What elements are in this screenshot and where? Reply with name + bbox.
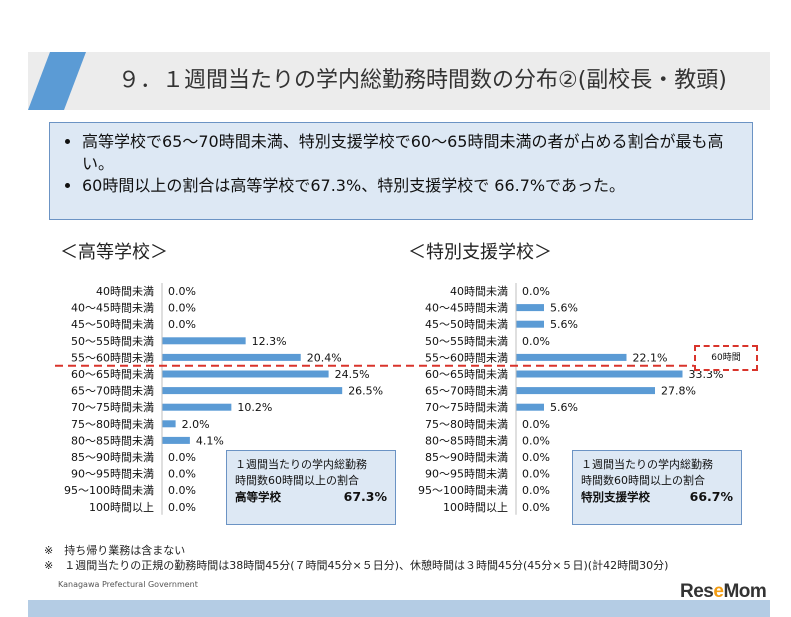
logo-part-2: e bbox=[713, 581, 724, 602]
note-1: ※ 持ち帰り業務は含まない bbox=[44, 544, 186, 557]
page-title: ９．１週間当たりの学内総勤務時間数の分布②(副校長・教頭) bbox=[118, 68, 727, 93]
bar bbox=[162, 353, 301, 361]
value-label: 0.0% bbox=[168, 302, 196, 315]
value-label: 0.0% bbox=[168, 285, 196, 298]
category-label: 45～50時間未満 bbox=[425, 318, 508, 331]
category-label: 70～75時間未満 bbox=[71, 401, 154, 414]
category-label: 80～85時間未満 bbox=[71, 434, 154, 447]
annotation-line1: １週間当たりの学内総勤務 bbox=[235, 458, 367, 471]
summary-bullet-1: 高等学校で65～70時間未満、特別支援学校で60～65時間未満の者が占める割合が… bbox=[82, 131, 740, 175]
category-label: 95～100時間未満 bbox=[64, 484, 154, 497]
value-label: 33.3% bbox=[689, 368, 724, 381]
chart-title-special-support: ＜特別支援学校＞ bbox=[408, 242, 552, 263]
title-accent-stripe bbox=[28, 52, 86, 110]
bar bbox=[162, 337, 246, 345]
value-label: 22.1% bbox=[633, 351, 668, 364]
value-label: 0.0% bbox=[522, 501, 550, 514]
resemom-logo: ReseMom bbox=[680, 581, 767, 603]
bar bbox=[516, 370, 683, 378]
logo-part-1: Res bbox=[680, 581, 714, 602]
value-label: 10.2% bbox=[237, 401, 272, 414]
category-label: 55～60時間未満 bbox=[71, 351, 154, 364]
value-label: 0.0% bbox=[168, 451, 196, 464]
bar bbox=[162, 370, 329, 378]
category-label: 80～85時間未満 bbox=[425, 434, 508, 447]
bar bbox=[162, 387, 343, 395]
annotation-value: 66.7% bbox=[689, 489, 733, 504]
annotation-school: 特別支援学校 bbox=[581, 490, 650, 504]
value-label: 5.6% bbox=[550, 318, 578, 331]
bar bbox=[516, 320, 544, 328]
summary-box-special-support: １週間当たりの学内総勤務 時間数60時間以上の割合 特別支援学校 66.7% bbox=[572, 450, 742, 525]
summary-bullet-2: 60時間以上の割合は高等学校で67.3%、特別支援学校で 66.7%であった。 bbox=[82, 175, 740, 197]
category-label: 55～60時間未満 bbox=[425, 351, 508, 364]
organization-name: Kanagawa Prefectural Government bbox=[58, 580, 198, 589]
value-label: 0.0% bbox=[168, 501, 196, 514]
value-label: 0.0% bbox=[168, 468, 196, 481]
annotation-school: 高等学校 bbox=[235, 490, 281, 504]
value-label: 0.0% bbox=[522, 418, 550, 431]
value-label: 0.0% bbox=[522, 335, 550, 348]
summary-box-high-school: １週間当たりの学内総勤務 時間数60時間以上の割合 高等学校 67.3% bbox=[226, 450, 396, 525]
bar bbox=[516, 304, 544, 312]
value-label: 0.0% bbox=[522, 468, 550, 481]
category-label: 65～70時間未満 bbox=[425, 385, 508, 398]
annotation-value: 67.3% bbox=[343, 489, 387, 504]
title-band bbox=[28, 52, 770, 110]
value-label: 24.5% bbox=[335, 368, 370, 381]
value-label: 0.0% bbox=[522, 285, 550, 298]
threshold-label: 60時間 bbox=[694, 345, 758, 371]
value-label: 0.0% bbox=[168, 484, 196, 497]
chart-title-high-school: ＜高等学校＞ bbox=[60, 242, 168, 263]
category-label: 40～45時間未満 bbox=[425, 302, 508, 315]
value-label: 0.0% bbox=[168, 318, 196, 331]
note-2: ※ １週間当たりの正規の勤務時間は38時間45分(７時間45分×５日分)、休憩時… bbox=[44, 559, 669, 572]
category-label: 100時間以上 bbox=[89, 501, 154, 514]
value-label: 5.6% bbox=[550, 302, 578, 315]
value-label: 26.5% bbox=[348, 385, 383, 398]
annotation-line1: １週間当たりの学内総勤務 bbox=[581, 458, 713, 471]
category-label: 100時間以上 bbox=[443, 501, 508, 514]
category-label: 40時間未満 bbox=[96, 285, 154, 298]
annotation-line2: 時間数60時間以上の割合 bbox=[235, 474, 359, 487]
category-label: 70～75時間未満 bbox=[425, 401, 508, 414]
category-label: 45～50時間未満 bbox=[71, 318, 154, 331]
category-label: 50～55時間未満 bbox=[71, 335, 154, 348]
value-label: 0.0% bbox=[522, 434, 550, 447]
category-label: 85～90時間未満 bbox=[71, 451, 154, 464]
value-label: 0.0% bbox=[522, 451, 550, 464]
value-label: 0.0% bbox=[522, 484, 550, 497]
category-label: 50～55時間未満 bbox=[425, 335, 508, 348]
bar bbox=[162, 403, 232, 411]
value-label: 27.8% bbox=[661, 385, 696, 398]
footer-band bbox=[28, 600, 770, 617]
annotation-line2: 時間数60時間以上の割合 bbox=[581, 474, 705, 487]
value-label: 12.3% bbox=[252, 335, 287, 348]
bar bbox=[516, 403, 544, 411]
category-label: 40時間未満 bbox=[450, 285, 508, 298]
category-label: 60～65時間未満 bbox=[71, 368, 154, 381]
category-label: 90～95時間未満 bbox=[425, 468, 508, 481]
bar bbox=[516, 387, 655, 395]
value-label: 20.4% bbox=[307, 351, 342, 364]
value-label: 2.0% bbox=[182, 418, 210, 431]
category-label: 40～45時間未満 bbox=[71, 302, 154, 315]
category-label: 60～65時間未満 bbox=[425, 368, 508, 381]
logo-part-3: Mom bbox=[723, 581, 767, 602]
bar bbox=[162, 436, 190, 444]
category-label: 95～100時間未満 bbox=[418, 484, 508, 497]
bar bbox=[162, 420, 176, 428]
category-label: 75～80時間未満 bbox=[71, 418, 154, 431]
summary-box: 高等学校で65～70時間未満、特別支援学校で60～65時間未満の者が占める割合が… bbox=[49, 122, 753, 220]
category-label: 65～70時間未満 bbox=[71, 385, 154, 398]
value-label: 5.6% bbox=[550, 401, 578, 414]
category-label: 85～90時間未満 bbox=[425, 451, 508, 464]
value-label: 4.1% bbox=[196, 434, 224, 447]
bar bbox=[516, 353, 627, 361]
category-label: 75～80時間未満 bbox=[425, 418, 508, 431]
category-label: 90～95時間未満 bbox=[71, 468, 154, 481]
